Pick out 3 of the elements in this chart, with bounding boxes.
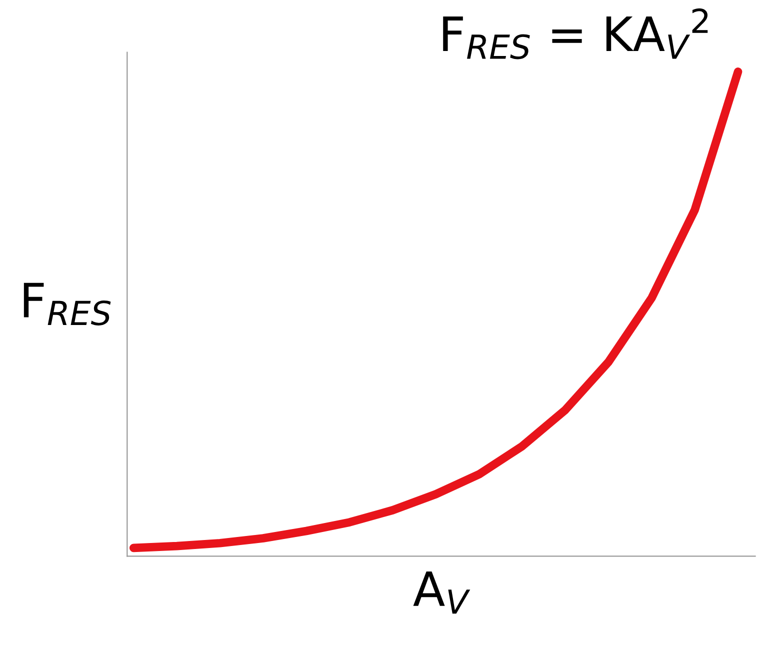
y-axis-title: F$_{RES}$ [24, 282, 111, 326]
x-axis-title: A$_{V}$ [413, 572, 470, 614]
chart-title: F$_{RES}$ = KA$_{V}$$^{2}$ [443, 8, 708, 60]
